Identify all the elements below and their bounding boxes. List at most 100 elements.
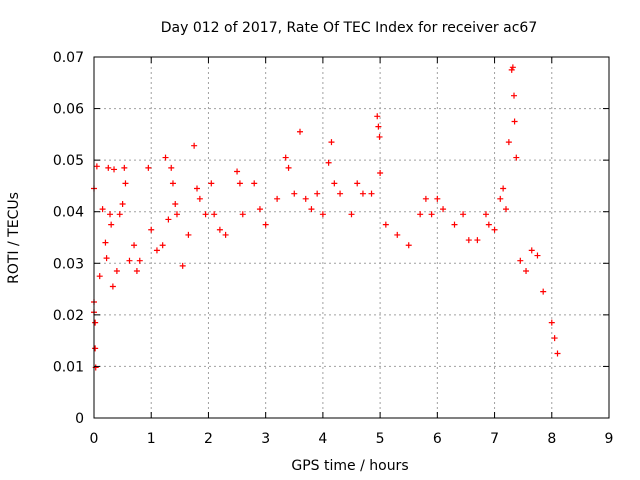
- data-point-plus: [121, 164, 128, 171]
- chart-title: Day 012 of 2017, Rate Of TEC Index for r…: [161, 20, 537, 36]
- data-point-plus: [503, 206, 509, 213]
- data-point-plus: [491, 226, 498, 233]
- data-point-plus: [331, 180, 338, 187]
- data-point-plus: [145, 164, 152, 171]
- y-tick-label: 0.01: [53, 359, 84, 375]
- data-point-plus: [211, 211, 218, 218]
- axis-ticks: [93, 56, 610, 419]
- data-point-plus: [377, 170, 384, 177]
- data-point-plus: [165, 216, 172, 223]
- data-point-plus: [314, 190, 321, 197]
- data-point-plus: [216, 226, 223, 233]
- x-tick-label: 1: [147, 431, 156, 447]
- data-point-plus: [513, 154, 520, 161]
- data-point-plus: [540, 288, 547, 295]
- data-point-plus: [500, 185, 507, 192]
- data-point-plus: [179, 262, 186, 269]
- data-point-plus: [394, 231, 401, 238]
- data-point-plus: [337, 190, 344, 197]
- data-point-plus: [105, 164, 112, 171]
- data-point-plus: [375, 123, 382, 130]
- data-point-plus: [92, 319, 99, 326]
- x-tick-label: 9: [605, 431, 614, 447]
- data-point-plus: [99, 206, 106, 213]
- data-point-plus: [92, 345, 99, 352]
- data-point-plus: [172, 200, 179, 207]
- data-point-plus: [236, 180, 243, 187]
- y-axis-title: ROTI / TECUs: [6, 192, 22, 284]
- data-point-plus: [517, 257, 524, 264]
- data-point-plus: [208, 180, 215, 187]
- data-point-plus: [103, 255, 110, 262]
- data-point-plus: [285, 164, 292, 171]
- data-point-plus: [159, 242, 166, 249]
- x-tick-label: 2: [204, 431, 213, 447]
- data-point-plus: [169, 180, 176, 187]
- data-point-plus: [497, 195, 504, 202]
- data-point-plus: [523, 268, 530, 275]
- data-point-plus: [126, 257, 133, 264]
- x-tick-labels: 0 1 2 3 4 5 6 7 8 9: [90, 431, 614, 447]
- data-point-plus: [374, 113, 381, 120]
- data-point-plus: [451, 221, 458, 228]
- data-point-plus: [153, 247, 160, 254]
- x-tick-label: 6: [433, 431, 442, 447]
- data-point-plus: [509, 64, 516, 71]
- data-point-plus: [108, 221, 115, 228]
- data-point-plus: [428, 211, 435, 218]
- x-tick-label: 3: [261, 431, 270, 447]
- data-point-plus: [354, 180, 361, 187]
- data-point-plus: [173, 211, 180, 218]
- x-tick-label: 0: [90, 431, 99, 447]
- data-point-plus: [482, 211, 489, 218]
- data-point-plus: [251, 180, 258, 187]
- data-point-plus: [162, 154, 169, 161]
- data-point-plus: [102, 239, 109, 246]
- data-point-plus: [111, 166, 118, 173]
- data-point-plus: [325, 159, 332, 166]
- y-tick-label: 0.05: [53, 153, 84, 169]
- data-point-plus: [485, 221, 492, 228]
- data-point-plus: [511, 92, 518, 99]
- data-point-plus: [474, 237, 481, 244]
- data-point-plus: [168, 164, 175, 171]
- data-point-plus: [551, 335, 558, 342]
- y-tick-label: 0: [75, 411, 84, 427]
- data-point-plus: [328, 139, 335, 146]
- data-point-plus: [548, 319, 555, 326]
- data-point-plus: [291, 190, 298, 197]
- data-point-plus: [505, 139, 512, 146]
- data-point-plus: [122, 180, 129, 187]
- x-tick-label: 7: [490, 431, 499, 447]
- grid-lines: [94, 57, 609, 418]
- data-point-plus: [222, 231, 229, 238]
- data-point-plus: [239, 211, 246, 218]
- data-point-plus: [274, 195, 281, 202]
- data-point-plus: [116, 211, 123, 218]
- data-point-plus: [465, 237, 472, 244]
- data-point-plus: [511, 118, 518, 125]
- y-tick-labels: 0 0.01 0.02 0.03 0.04 0.05 0.06 0.07: [53, 50, 84, 427]
- data-point-plus: [148, 226, 155, 233]
- data-point-plus: [107, 211, 114, 218]
- data-point-plus: [256, 206, 263, 213]
- data-point-plus: [528, 247, 535, 254]
- data-point-plus: [368, 190, 375, 197]
- data-point-plus: [308, 206, 315, 213]
- data-point-plus: [131, 242, 138, 249]
- data-point-plus: [119, 200, 126, 207]
- data-point-plus: [297, 128, 303, 135]
- data-point-plus: [554, 350, 561, 357]
- data-point-plus: [376, 133, 383, 140]
- data-point-plus: [93, 163, 100, 170]
- y-tick-label: 0.06: [53, 102, 84, 118]
- data-point-plus: [133, 268, 140, 275]
- data-point-plus: [302, 195, 309, 202]
- data-point-plus: [96, 273, 103, 280]
- data-point-plus: [196, 195, 203, 202]
- data-point-plus: [422, 195, 429, 202]
- data-point-plus: [417, 211, 424, 218]
- data-point-plus: [434, 195, 441, 202]
- data-point-plus: [348, 211, 355, 218]
